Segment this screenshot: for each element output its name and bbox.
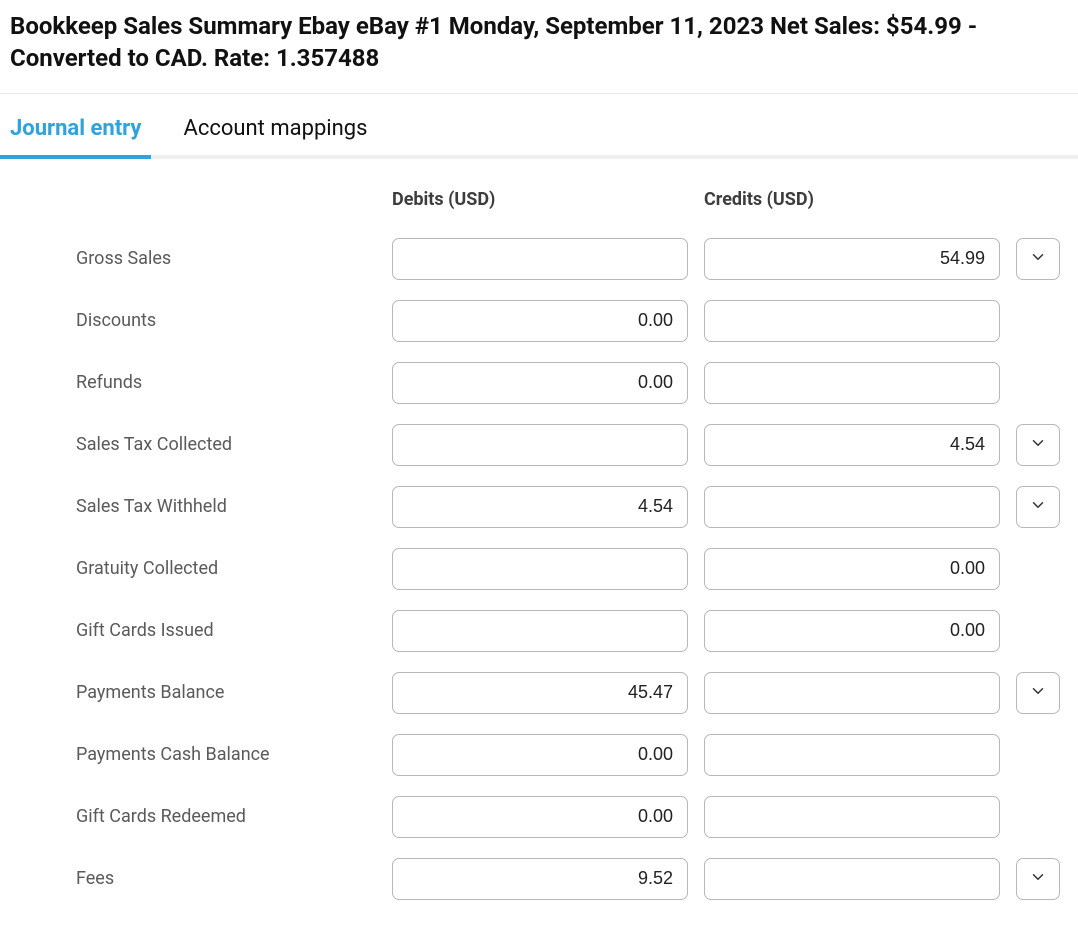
credit-input[interactable] — [704, 486, 1000, 528]
expand-button[interactable] — [1016, 238, 1060, 280]
table-row: Gross Sales — [76, 228, 1068, 290]
row-label: Refunds — [76, 372, 376, 393]
table-row: Gift Cards Issued — [76, 600, 1068, 662]
table-row: Sales Tax Withheld — [76, 476, 1068, 538]
expand-button[interactable] — [1016, 424, 1060, 466]
chevron-down-icon — [1029, 496, 1047, 517]
credit-input[interactable] — [704, 858, 1000, 900]
credit-input[interactable] — [704, 672, 1000, 714]
col-header-debits: Debits (USD) — [392, 189, 688, 210]
chevron-down-icon — [1029, 434, 1047, 455]
credit-input[interactable] — [704, 238, 1000, 280]
chevron-down-icon — [1029, 868, 1047, 889]
credit-input[interactable] — [704, 300, 1000, 342]
credit-input[interactable] — [704, 610, 1000, 652]
table-row: Sales Tax Collected — [76, 414, 1068, 476]
expand-placeholder — [1016, 796, 1060, 838]
tab-journal-entry[interactable]: Journal entry — [10, 100, 141, 155]
table-row: Gratuity Collected — [76, 538, 1068, 600]
debit-input[interactable] — [392, 362, 688, 404]
expand-button[interactable] — [1016, 672, 1060, 714]
debit-input[interactable] — [392, 238, 688, 280]
row-label: Gift Cards Issued — [76, 620, 376, 641]
expand-placeholder — [1016, 610, 1060, 652]
col-header-credits: Credits (USD) — [704, 189, 1000, 210]
debit-input[interactable] — [392, 610, 688, 652]
expand-button[interactable] — [1016, 486, 1060, 528]
row-label: Fees — [76, 868, 376, 889]
row-label: Payments Balance — [76, 682, 376, 703]
row-label: Payments Cash Balance — [76, 744, 376, 765]
row-label: Discounts — [76, 310, 376, 331]
row-label: Gratuity Collected — [76, 558, 376, 579]
chevron-down-icon — [1029, 248, 1047, 269]
expand-placeholder — [1016, 300, 1060, 342]
debit-input[interactable] — [392, 300, 688, 342]
debit-input[interactable] — [392, 424, 688, 466]
expand-placeholder — [1016, 548, 1060, 590]
debit-input[interactable] — [392, 858, 688, 900]
debit-input[interactable] — [392, 486, 688, 528]
credit-input[interactable] — [704, 796, 1000, 838]
table-row: Fees — [76, 848, 1068, 910]
table-row: Payments Balance — [76, 662, 1068, 724]
page-title: Bookkeep Sales Summary Ebay eBay #1 Mond… — [0, 0, 1078, 93]
credit-input[interactable] — [704, 734, 1000, 776]
column-headers: Debits (USD) Credits (USD) — [76, 189, 1068, 210]
expand-button[interactable] — [1016, 858, 1060, 900]
debit-input[interactable] — [392, 796, 688, 838]
expand-placeholder — [1016, 734, 1060, 776]
expand-placeholder — [1016, 362, 1060, 404]
table-row: Gift Cards Redeemed — [76, 786, 1068, 848]
row-label: Sales Tax Collected — [76, 434, 376, 455]
header-divider — [0, 93, 1078, 94]
table-row: Payments Cash Balance — [76, 724, 1068, 786]
credit-input[interactable] — [704, 424, 1000, 466]
tab-account-mappings[interactable]: Account mappings — [183, 100, 367, 155]
table-row: Discounts — [76, 290, 1068, 352]
row-label: Gross Sales — [76, 248, 376, 269]
journal-table: Debits (USD) Credits (USD) Gross Sales Di… — [0, 159, 1078, 940]
debit-input[interactable] — [392, 672, 688, 714]
row-label: Gift Cards Redeemed — [76, 806, 376, 827]
tabs: Journal entry Account mappings — [0, 100, 1078, 159]
credit-input[interactable] — [704, 548, 1000, 590]
debit-input[interactable] — [392, 548, 688, 590]
chevron-down-icon — [1029, 682, 1047, 703]
table-row: Refunds — [76, 352, 1068, 414]
credit-input[interactable] — [704, 362, 1000, 404]
row-label: Sales Tax Withheld — [76, 496, 376, 517]
debit-input[interactable] — [392, 734, 688, 776]
